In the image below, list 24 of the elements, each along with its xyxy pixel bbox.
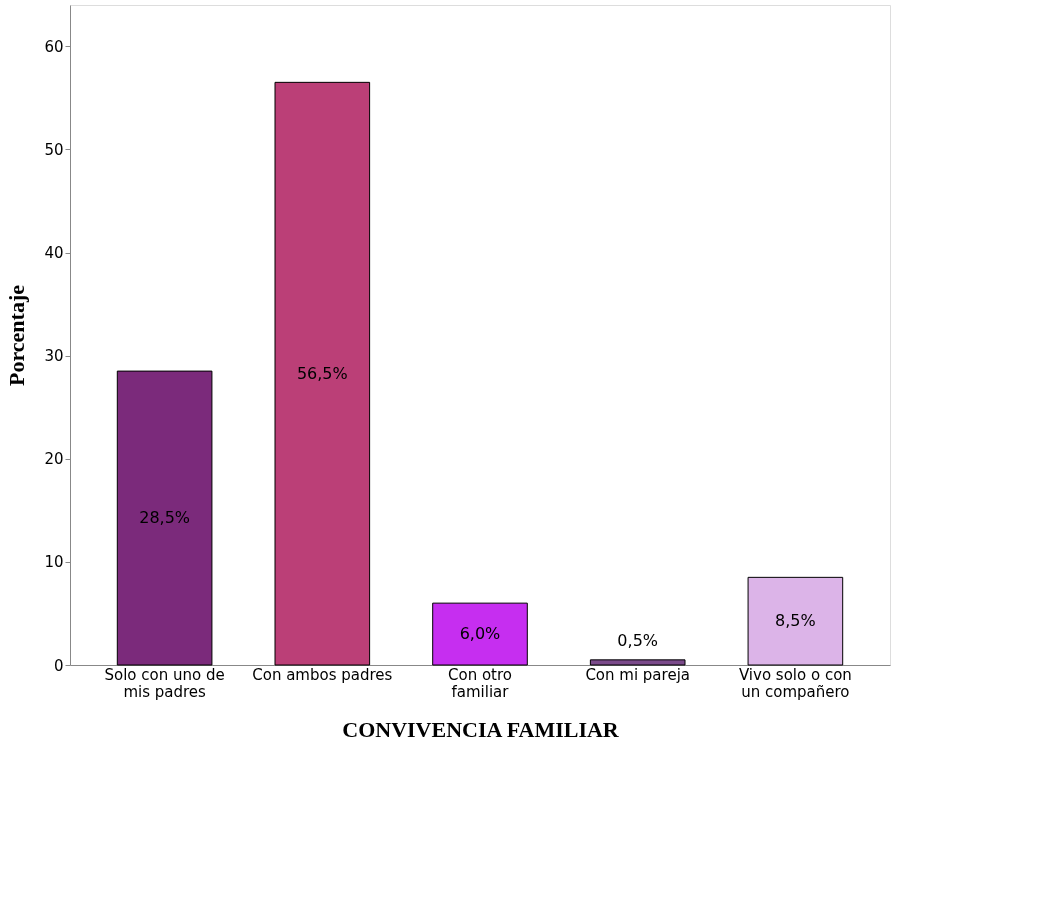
data-label: 28,5%	[139, 508, 191, 528]
bar	[432, 602, 528, 666]
x-tick-label: Con otro familiar	[448, 665, 512, 701]
y-tick-label: 30	[44, 347, 64, 366]
data-label: 8,5%	[775, 611, 816, 631]
bar	[116, 370, 213, 666]
data-label: 0,5%	[617, 631, 659, 651]
y-tick-label: 0	[53, 656, 64, 675]
y-axis-title: Porcentaje	[4, 284, 30, 386]
x-tick-label: Con mi pareja	[585, 665, 690, 684]
y-tick-label: 10	[44, 553, 64, 572]
bar	[747, 576, 844, 666]
bar	[274, 81, 371, 666]
data-label: 56,5%	[296, 363, 348, 383]
x-axis-title: CONVIVENCIA FAMILIAR	[342, 716, 620, 742]
y-tick-label: 40	[44, 244, 64, 262]
data-label: 6,0%	[459, 624, 501, 644]
x-tick-label: Con ambos padres	[252, 665, 393, 684]
y-tick-label: 50	[44, 140, 64, 159]
bar	[589, 659, 686, 666]
x-tick-label: Vivo solo o con un compañero	[738, 665, 852, 701]
x-tick-label: Solo con uno de mis padres	[104, 665, 225, 701]
y-tick-label: 20	[44, 450, 64, 469]
y-tick-label: 60	[44, 37, 64, 56]
